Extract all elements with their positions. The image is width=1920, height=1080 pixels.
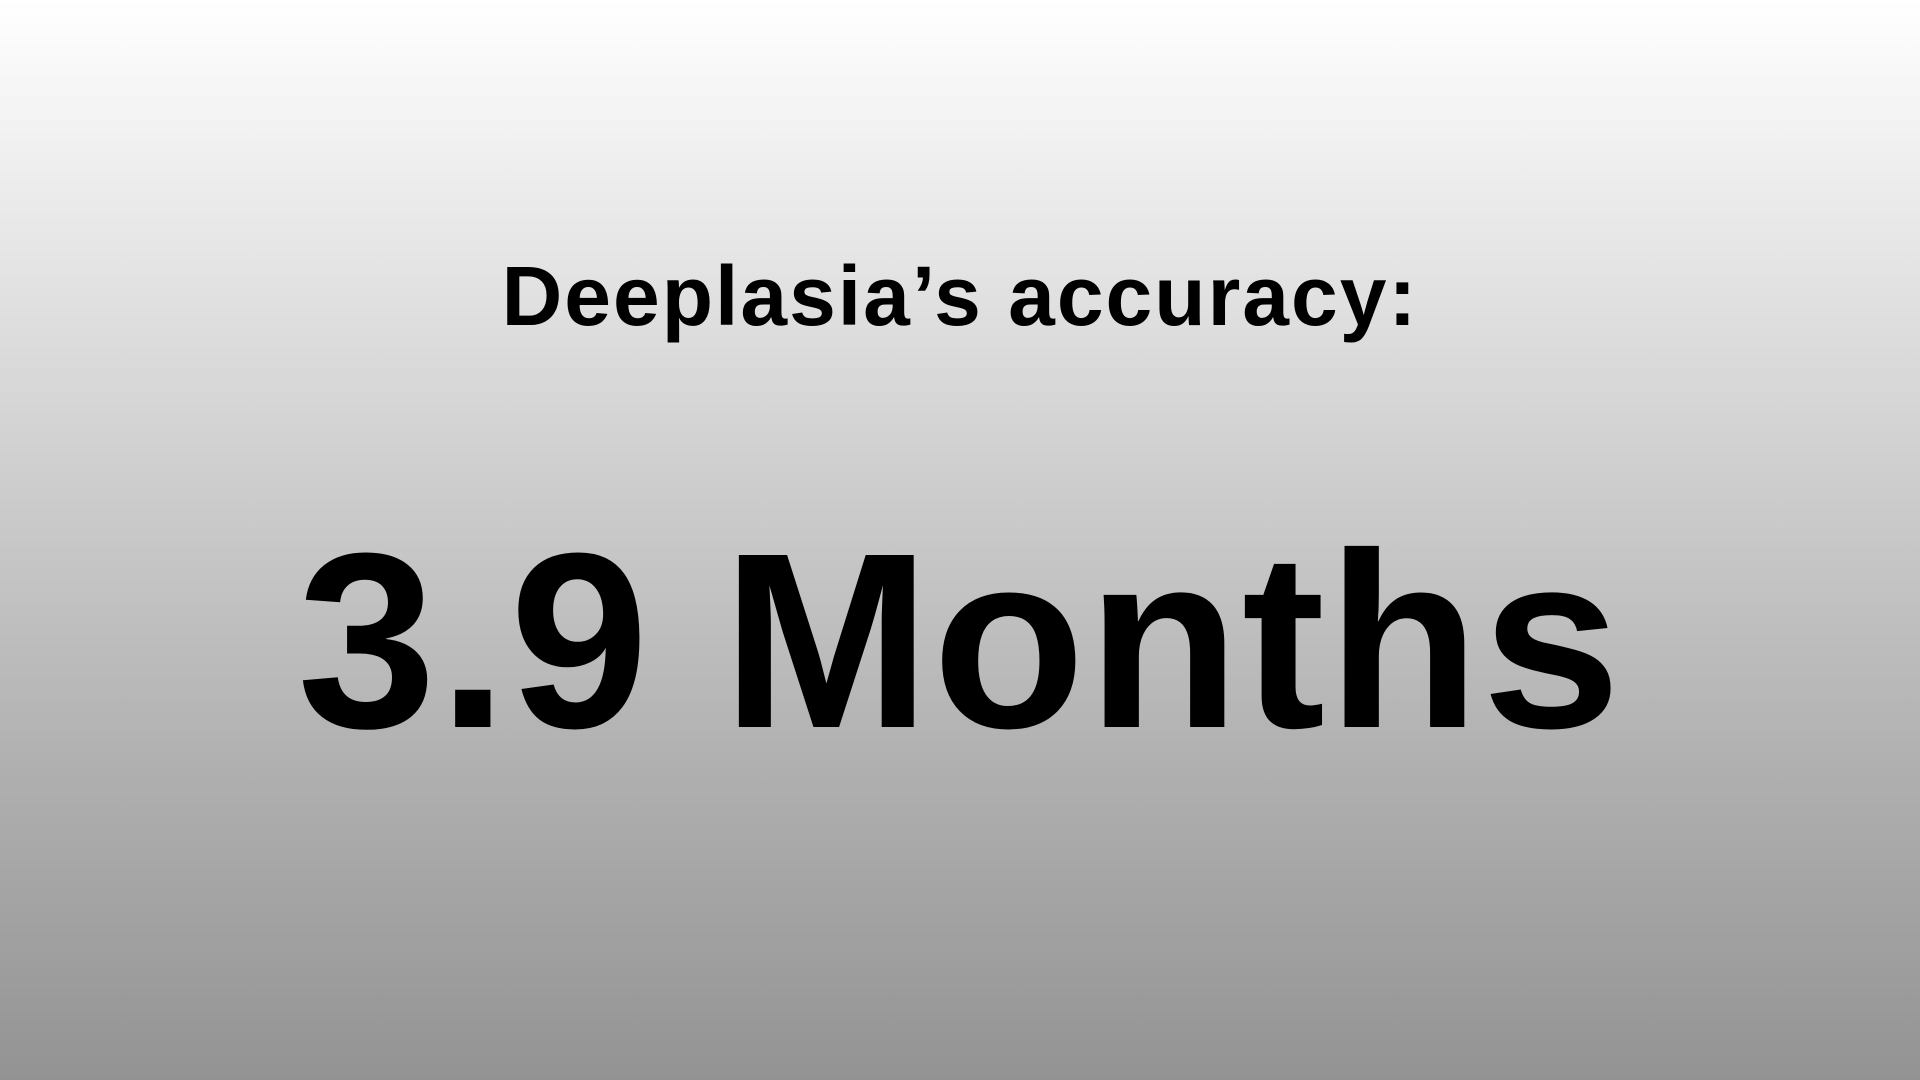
accuracy-value: 3.9 Months [297,501,1623,780]
slide-heading: Deeplasia’s accuracy: [501,249,1419,343]
